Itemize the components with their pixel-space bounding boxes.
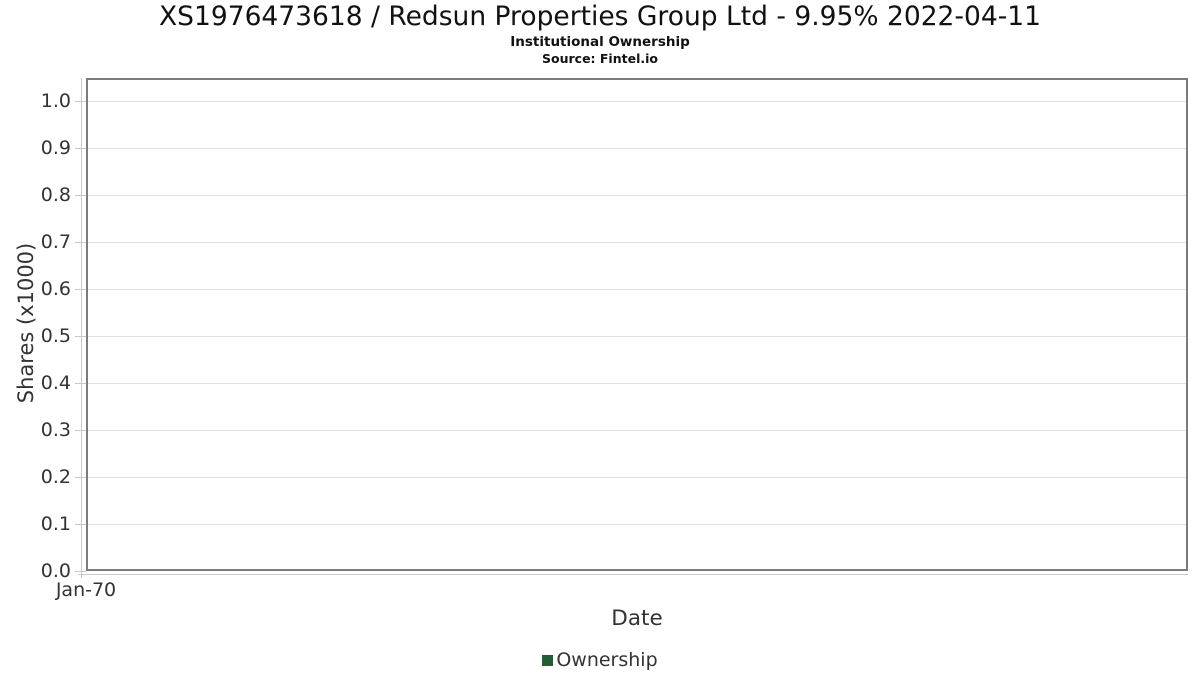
y-tick-label: 0.7 — [40, 231, 71, 253]
y-gridline — [88, 101, 1186, 102]
y-tick-mark — [75, 383, 86, 384]
y-tick-mark — [75, 524, 86, 525]
y-tick-mark — [75, 336, 86, 337]
y-tick-mark — [75, 148, 86, 149]
x-axis-title: Date — [611, 606, 663, 631]
y-tick-mark — [75, 289, 86, 290]
y-tick-label: 0.5 — [40, 325, 71, 347]
y-gridline — [88, 242, 1186, 243]
y-tick-mark — [75, 242, 86, 243]
y-tick-label: 0.2 — [40, 466, 71, 488]
y-tick-label: 0.3 — [40, 419, 71, 441]
y-gridline — [88, 336, 1186, 337]
y-tick-mark — [75, 101, 86, 102]
plot-area — [86, 78, 1188, 571]
chart-source: Source: Fintel.io — [542, 51, 658, 66]
y-tick-label: 0.6 — [40, 278, 71, 300]
y-gridline — [88, 524, 1186, 525]
chart-title: XS1976473618 / Redsun Properties Group L… — [159, 1, 1041, 32]
x-tick-mark — [81, 571, 82, 578]
y-tick-label: 0.0 — [40, 560, 71, 582]
y-tick-mark — [75, 195, 86, 196]
y-tick-mark — [75, 477, 86, 478]
y-tick-mark — [75, 430, 86, 431]
y-gridline — [88, 477, 1186, 478]
y-tick-mark — [75, 571, 86, 572]
y-tick-label: 0.8 — [40, 184, 71, 206]
y-tick-label: 0.9 — [40, 137, 71, 159]
x-tick-label: Jan-70 — [55, 579, 117, 601]
y-gridline — [88, 289, 1186, 290]
x-axis-line — [78, 574, 1188, 575]
legend-swatch-ownership — [542, 654, 554, 666]
y-tick-label: 1.0 — [40, 90, 71, 112]
legend: Ownership — [0, 649, 1200, 671]
y-gridline — [88, 430, 1186, 431]
chart-subtitle: Institutional Ownership — [510, 34, 690, 50]
y-gridline — [88, 195, 1186, 196]
y-tick-label: 0.1 — [40, 513, 71, 535]
legend-label-ownership: Ownership — [556, 649, 658, 671]
y-tick-label: 0.4 — [40, 372, 71, 394]
y-gridline — [88, 148, 1186, 149]
y-gridline — [88, 383, 1186, 384]
y-axis-line — [81, 78, 82, 574]
